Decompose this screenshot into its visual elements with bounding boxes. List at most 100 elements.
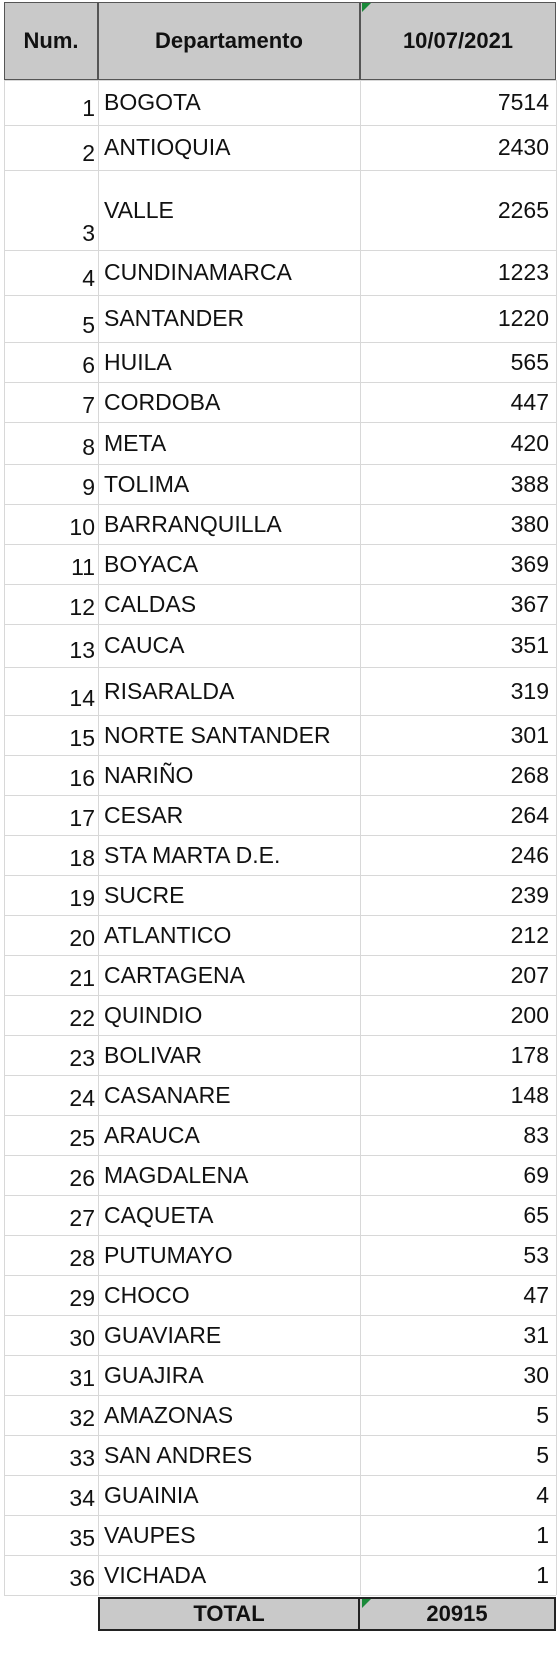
row-value[interactable]: 246 — [510, 841, 549, 868]
row-num[interactable]: 9 — [82, 474, 95, 500]
row-value[interactable]: 83 — [523, 1121, 549, 1148]
row-value[interactable]: 207 — [510, 961, 549, 988]
row-value[interactable]: 367 — [510, 590, 549, 617]
row-num[interactable]: 16 — [69, 765, 95, 791]
total-label[interactable]: TOTAL — [98, 1597, 360, 1631]
row-departamento[interactable]: META — [104, 429, 167, 456]
row-num[interactable]: 28 — [69, 1245, 95, 1271]
row-value[interactable]: 264 — [510, 801, 549, 828]
row-value[interactable]: 565 — [510, 348, 549, 375]
row-value[interactable]: 5 — [536, 1441, 549, 1468]
row-departamento[interactable]: ANTIOQUIA — [104, 134, 231, 160]
row-value[interactable]: 420 — [510, 429, 549, 456]
row-departamento[interactable]: ARAUCA — [104, 1121, 200, 1148]
row-departamento[interactable]: CAQUETA — [104, 1201, 214, 1228]
row-num[interactable]: 15 — [69, 725, 95, 751]
row-departamento[interactable]: TOLIMA — [104, 470, 190, 497]
row-departamento[interactable]: RISARALDA — [104, 677, 235, 704]
row-value[interactable]: 2430 — [497, 134, 549, 160]
row-value[interactable]: 369 — [510, 550, 549, 577]
row-num[interactable]: 26 — [69, 1165, 95, 1191]
row-value[interactable]: 5 — [536, 1401, 549, 1428]
row-departamento[interactable]: CHOCO — [104, 1281, 190, 1308]
row-num[interactable]: 2 — [82, 140, 95, 166]
row-num[interactable]: 19 — [69, 885, 95, 911]
row-value[interactable]: 301 — [510, 721, 549, 748]
header-num[interactable]: Num. — [4, 2, 98, 80]
row-value[interactable]: 4 — [536, 1481, 549, 1508]
row-value[interactable]: 69 — [523, 1161, 549, 1188]
row-num[interactable]: 20 — [69, 925, 95, 951]
row-value[interactable]: 1 — [536, 1561, 549, 1588]
row-value[interactable]: 65 — [523, 1201, 549, 1228]
row-departamento[interactable]: GUAINIA — [104, 1481, 199, 1508]
header-date[interactable]: 10/07/2021 — [360, 2, 556, 80]
row-value[interactable]: 1223 — [497, 259, 549, 285]
row-num[interactable]: 30 — [69, 1325, 95, 1351]
row-num[interactable]: 5 — [82, 312, 95, 338]
row-departamento[interactable]: QUINDIO — [104, 1001, 203, 1028]
row-value[interactable]: 447 — [510, 388, 549, 415]
row-num[interactable]: 34 — [69, 1485, 95, 1511]
row-departamento[interactable]: BOYACA — [104, 550, 199, 577]
row-num[interactable]: 11 — [71, 554, 95, 580]
row-num[interactable]: 18 — [69, 845, 95, 871]
row-value[interactable]: 30 — [523, 1361, 549, 1388]
row-value[interactable]: 388 — [510, 470, 549, 497]
row-departamento[interactable]: SAN ANDRES — [104, 1441, 253, 1468]
row-num[interactable]: 14 — [69, 685, 95, 711]
row-num[interactable]: 24 — [69, 1085, 95, 1111]
row-departamento[interactable]: VICHADA — [104, 1561, 207, 1588]
total-value[interactable]: 20915 — [360, 1597, 556, 1631]
row-num[interactable]: 29 — [69, 1285, 95, 1311]
row-departamento[interactable]: CAUCA — [104, 632, 185, 658]
row-departamento[interactable]: CORDOBA — [104, 388, 221, 415]
row-num[interactable]: 25 — [69, 1125, 95, 1151]
row-departamento[interactable]: VAUPES — [104, 1521, 196, 1548]
row-departamento[interactable]: MAGDALENA — [104, 1161, 249, 1188]
row-value[interactable]: 7514 — [497, 89, 549, 115]
row-num[interactable]: 36 — [69, 1565, 95, 1591]
row-num[interactable]: 13 — [69, 637, 95, 663]
row-departamento[interactable]: BOLIVAR — [104, 1041, 202, 1068]
row-num[interactable]: 10 — [69, 514, 95, 540]
row-departamento[interactable]: NORTE SANTANDER — [104, 721, 331, 748]
row-departamento[interactable]: BOGOTA — [104, 89, 201, 115]
row-value[interactable]: 148 — [510, 1081, 549, 1108]
row-departamento[interactable]: STA MARTA D.E. — [104, 841, 281, 868]
row-num[interactable]: 22 — [69, 1005, 95, 1031]
row-departamento[interactable]: HUILA — [104, 348, 172, 375]
row-num[interactable]: 3 — [82, 220, 95, 246]
row-departamento[interactable]: CASANARE — [104, 1081, 231, 1108]
header-departamento[interactable]: Departamento — [98, 2, 360, 80]
row-value[interactable]: 268 — [510, 761, 549, 788]
row-departamento[interactable]: NARIÑO — [104, 761, 194, 788]
row-value[interactable]: 1 — [536, 1521, 549, 1548]
row-value[interactable]: 1220 — [497, 305, 549, 331]
row-num[interactable]: 32 — [69, 1405, 95, 1431]
row-num[interactable]: 4 — [82, 265, 95, 291]
row-num[interactable]: 33 — [69, 1445, 95, 1471]
row-num[interactable]: 1 — [82, 95, 95, 121]
row-num[interactable]: 21 — [69, 965, 95, 991]
row-num[interactable]: 31 — [69, 1365, 95, 1391]
row-num[interactable]: 6 — [82, 352, 95, 378]
row-value[interactable]: 200 — [510, 1001, 549, 1028]
row-value[interactable]: 351 — [510, 632, 549, 658]
row-value[interactable]: 212 — [510, 921, 549, 948]
row-value[interactable]: 31 — [523, 1321, 549, 1348]
row-departamento[interactable]: ATLANTICO — [104, 921, 232, 948]
row-departamento[interactable]: CESAR — [104, 801, 184, 828]
row-departamento[interactable]: CARTAGENA — [104, 961, 246, 988]
row-num[interactable]: 7 — [82, 392, 95, 418]
row-value[interactable]: 47 — [523, 1281, 549, 1308]
row-value[interactable]: 2265 — [497, 196, 549, 223]
row-num[interactable]: 12 — [69, 594, 95, 620]
row-departamento[interactable]: AMAZONAS — [104, 1401, 234, 1428]
row-value[interactable]: 53 — [523, 1241, 549, 1268]
row-departamento[interactable]: PUTUMAYO — [104, 1241, 233, 1268]
row-value[interactable]: 178 — [510, 1041, 549, 1068]
row-num[interactable]: 35 — [69, 1525, 95, 1551]
row-num[interactable]: 8 — [82, 434, 95, 460]
row-departamento[interactable]: BARRANQUILLA — [104, 510, 282, 537]
